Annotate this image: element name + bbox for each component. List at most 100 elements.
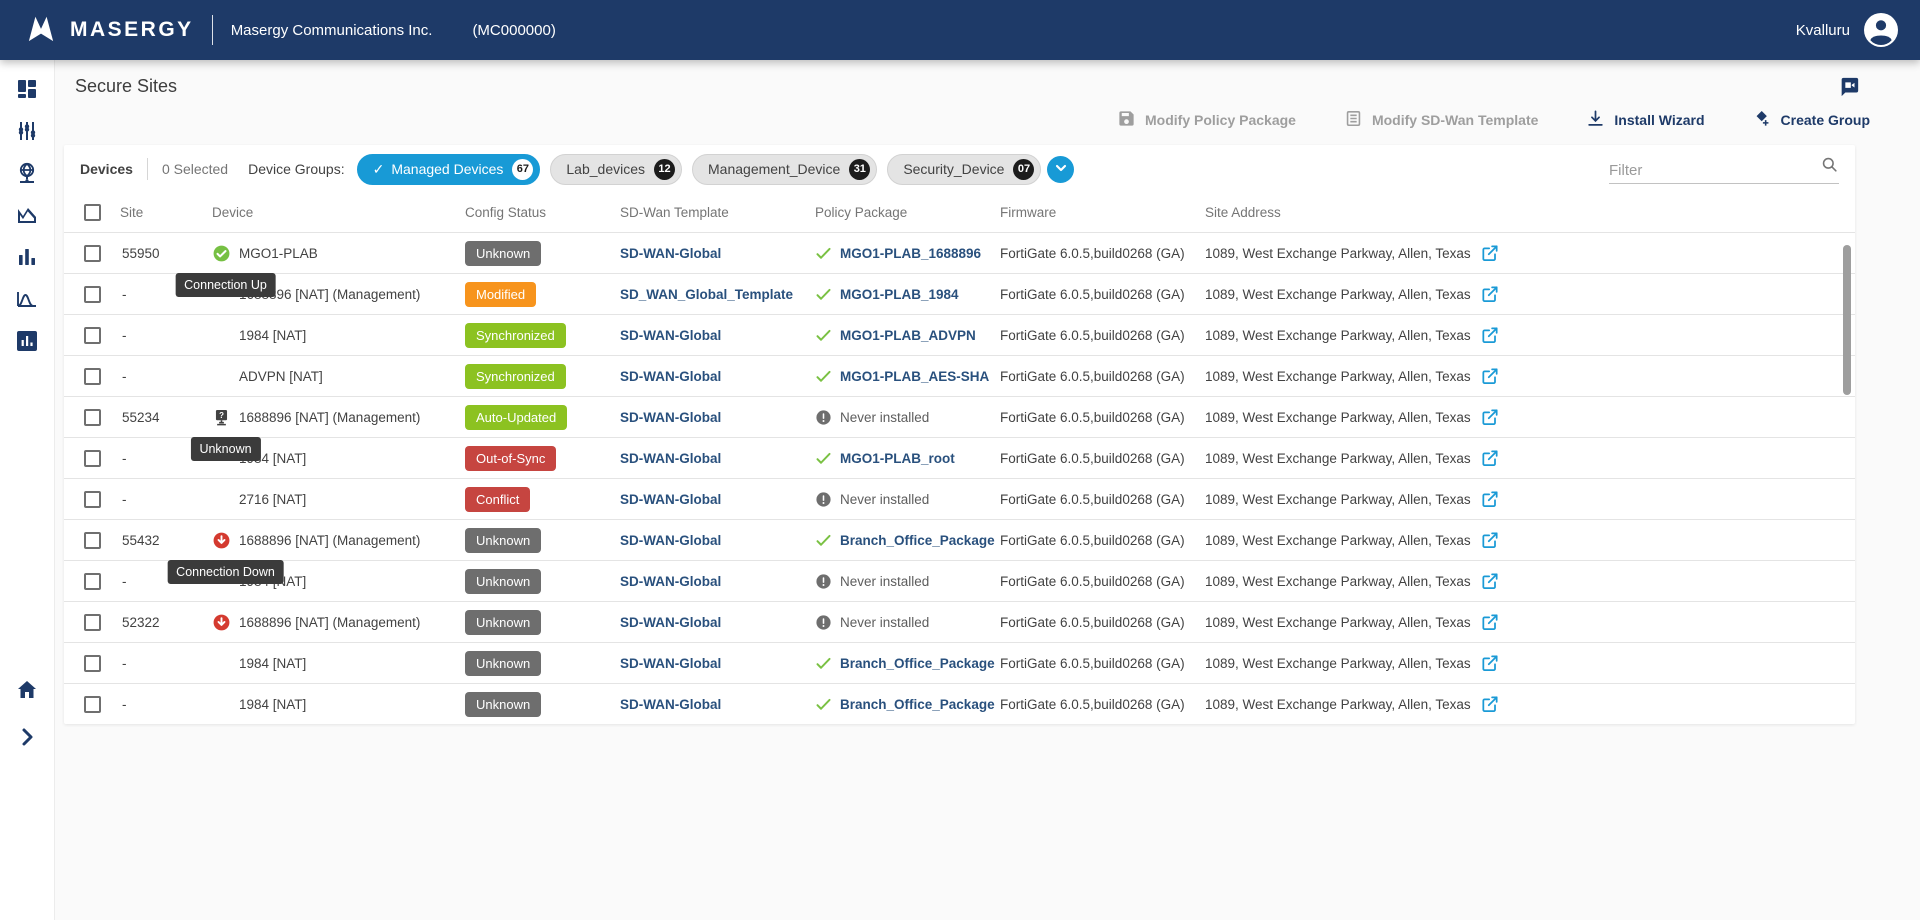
open-external-icon[interactable] xyxy=(1480,325,1500,345)
row-checkbox[interactable] xyxy=(83,367,101,385)
tooltip: Connection Up xyxy=(175,272,276,297)
open-external-icon[interactable] xyxy=(1480,612,1500,632)
sdwan-template-link[interactable]: SD-WAN-Global xyxy=(620,573,722,589)
sdwan-template-link[interactable]: SD_WAN_Global_Template xyxy=(620,286,794,302)
site-address-cell: 1089, West Exchange Parkway, Allen, Texa… xyxy=(1205,245,1471,261)
device-cell: ? Unknown 1688896 [NAT] (Management) xyxy=(190,408,465,461)
group-chip-lab-devices[interactable]: Lab_devices 12 xyxy=(550,153,683,185)
sdwan-template-link[interactable]: SD-WAN-Global xyxy=(620,532,722,548)
row-checkbox[interactable] xyxy=(83,285,101,303)
more-groups-button[interactable] xyxy=(1047,155,1075,183)
row-checkbox[interactable] xyxy=(83,613,101,631)
row-checkbox[interactable] xyxy=(83,490,101,508)
sidebar-item-distribution[interactable] xyxy=(15,289,39,313)
policy-package-link[interactable]: MGO1-PLAB_1688896 xyxy=(840,245,982,261)
policy-package-link[interactable]: Branch_Office_Package xyxy=(840,696,995,712)
row-checkbox[interactable] xyxy=(83,244,101,262)
sidebar-item-dashboard[interactable] xyxy=(15,79,39,103)
table-row: - 1984 [NAT] Out-of-Sync SD-WAN-Global M… xyxy=(64,437,1855,478)
open-external-icon[interactable] xyxy=(1480,407,1500,427)
policy-package-link[interactable]: MGO1-PLAB_1984 xyxy=(840,286,959,302)
policy-package-link[interactable]: Branch_Office_Package xyxy=(840,532,995,548)
open-external-icon[interactable] xyxy=(1480,448,1500,468)
device-cell: 1984 [NAT] xyxy=(212,654,465,673)
group-chip-management-device[interactable]: Management_Device 31 xyxy=(692,153,878,185)
open-external-icon[interactable] xyxy=(1480,530,1500,550)
select-all-checkbox[interactable] xyxy=(83,204,101,221)
row-checkbox[interactable] xyxy=(83,449,101,467)
site-cell: - xyxy=(122,286,127,302)
row-checkbox[interactable] xyxy=(83,654,101,672)
policy-package-status-icon xyxy=(815,286,832,303)
modify-policy-package-button[interactable]: Modify Policy Package xyxy=(1117,109,1296,131)
sdwan-template-link[interactable]: SD-WAN-Global xyxy=(620,368,722,384)
create-group-button[interactable]: Create Group xyxy=(1753,109,1870,131)
policy-package-status-icon xyxy=(815,573,832,590)
table-row: 55432 Connection Down 1688896 [NAT] (Man… xyxy=(64,519,1855,584)
open-external-icon[interactable] xyxy=(1480,489,1500,509)
group-chip-security-device[interactable]: Security_Device 07 xyxy=(887,153,1042,185)
policy-package-link: Never installed xyxy=(840,409,930,425)
user-avatar[interactable] xyxy=(1864,13,1898,47)
company-name: Masergy Communications Inc. xyxy=(230,21,433,39)
sidebar-item-network[interactable] xyxy=(15,162,39,187)
firmware-cell: FortiGate 6.0.5,build0268 (GA) xyxy=(1000,532,1185,548)
policy-package-link[interactable]: MGO1-PLAB_root xyxy=(840,450,955,466)
open-external-icon[interactable] xyxy=(1480,571,1500,591)
firmware-cell: FortiGate 6.0.5,build0268 (GA) xyxy=(1000,655,1185,671)
sidebar-item-trends[interactable] xyxy=(15,205,39,229)
row-checkbox[interactable] xyxy=(83,695,101,713)
row-checkbox[interactable] xyxy=(83,572,101,590)
device-cell: ADVPN [NAT] xyxy=(212,367,465,386)
firmware-cell: FortiGate 6.0.5,build0268 (GA) xyxy=(1000,696,1185,712)
sdwan-template-link[interactable]: SD-WAN-Global xyxy=(620,614,722,630)
policy-package-link: Never installed xyxy=(840,614,930,630)
chat-icon[interactable] xyxy=(1838,76,1860,103)
modify-sdwan-template-button[interactable]: Modify SD-Wan Template xyxy=(1344,109,1538,131)
sdwan-template-link[interactable]: SD-WAN-Global xyxy=(620,327,722,343)
device-cell: Connection Up MGO1-PLAB xyxy=(175,244,465,297)
config-status-badge: Unknown xyxy=(465,609,542,635)
filter-input[interactable] xyxy=(1609,161,1820,179)
sidebar-item-home[interactable] xyxy=(15,680,39,704)
device-name: 2716 [NAT] xyxy=(239,491,307,507)
sidebar-item-reports[interactable] xyxy=(15,247,39,271)
group-chip-managed-devices[interactable]: ✓ Managed Devices 67 xyxy=(356,153,541,185)
policy-package-link[interactable]: Branch_Office_Package xyxy=(840,655,995,671)
tooltip: Connection Down xyxy=(167,559,284,584)
sdwan-template-link[interactable]: SD-WAN-Global xyxy=(620,409,722,425)
open-external-icon[interactable] xyxy=(1480,243,1500,263)
open-external-icon[interactable] xyxy=(1480,284,1500,304)
chip-count-badge: 31 xyxy=(849,158,871,180)
config-status-badge: Synchronized xyxy=(465,322,566,348)
policy-package-link[interactable]: MGO1-PLAB_ADVPN xyxy=(840,327,976,343)
document-icon xyxy=(1344,109,1363,131)
device-cell: 1984 [NAT] xyxy=(212,326,465,345)
sidebar-expand-button[interactable] xyxy=(15,727,39,751)
sidebar-item-secure-sites[interactable] xyxy=(15,330,39,355)
row-checkbox[interactable] xyxy=(83,326,101,344)
table-scrollbar-thumb[interactable] xyxy=(1843,245,1851,395)
site-address-cell: 1089, West Exchange Parkway, Allen, Texa… xyxy=(1205,368,1471,384)
sdwan-template-link[interactable]: SD-WAN-Global xyxy=(620,696,722,712)
policy-package-link[interactable]: MGO1-PLAB_AES-SHA xyxy=(840,368,990,384)
site-address-cell: 1089, West Exchange Parkway, Allen, Texa… xyxy=(1205,327,1471,343)
sdwan-template-link[interactable]: SD-WAN-Global xyxy=(620,450,722,466)
username: Kvalluru xyxy=(1795,21,1850,39)
config-status-badge: Conflict xyxy=(465,486,531,512)
connection-up-icon: Connection Up xyxy=(175,244,276,297)
sdwan-template-link[interactable]: SD-WAN-Global xyxy=(620,245,722,261)
sdwan-template-link[interactable]: SD-WAN-Global xyxy=(620,491,722,507)
open-external-icon[interactable] xyxy=(1480,694,1500,714)
open-external-icon[interactable] xyxy=(1480,653,1500,673)
sdwan-template-link[interactable]: SD-WAN-Global xyxy=(620,655,722,671)
row-checkbox[interactable] xyxy=(83,408,101,426)
col-policy-package: Policy Package xyxy=(815,205,908,220)
save-icon xyxy=(1117,109,1136,131)
sidebar-item-controls[interactable] xyxy=(15,121,39,145)
open-external-icon[interactable] xyxy=(1480,366,1500,386)
table-row: - 1984 [NAT] Unknown SD-WAN-Global Never… xyxy=(64,560,1855,601)
row-checkbox[interactable] xyxy=(83,531,101,549)
site-address-cell: 1089, West Exchange Parkway, Allen, Texa… xyxy=(1205,450,1471,466)
install-wizard-button[interactable]: Install Wizard xyxy=(1586,109,1705,131)
